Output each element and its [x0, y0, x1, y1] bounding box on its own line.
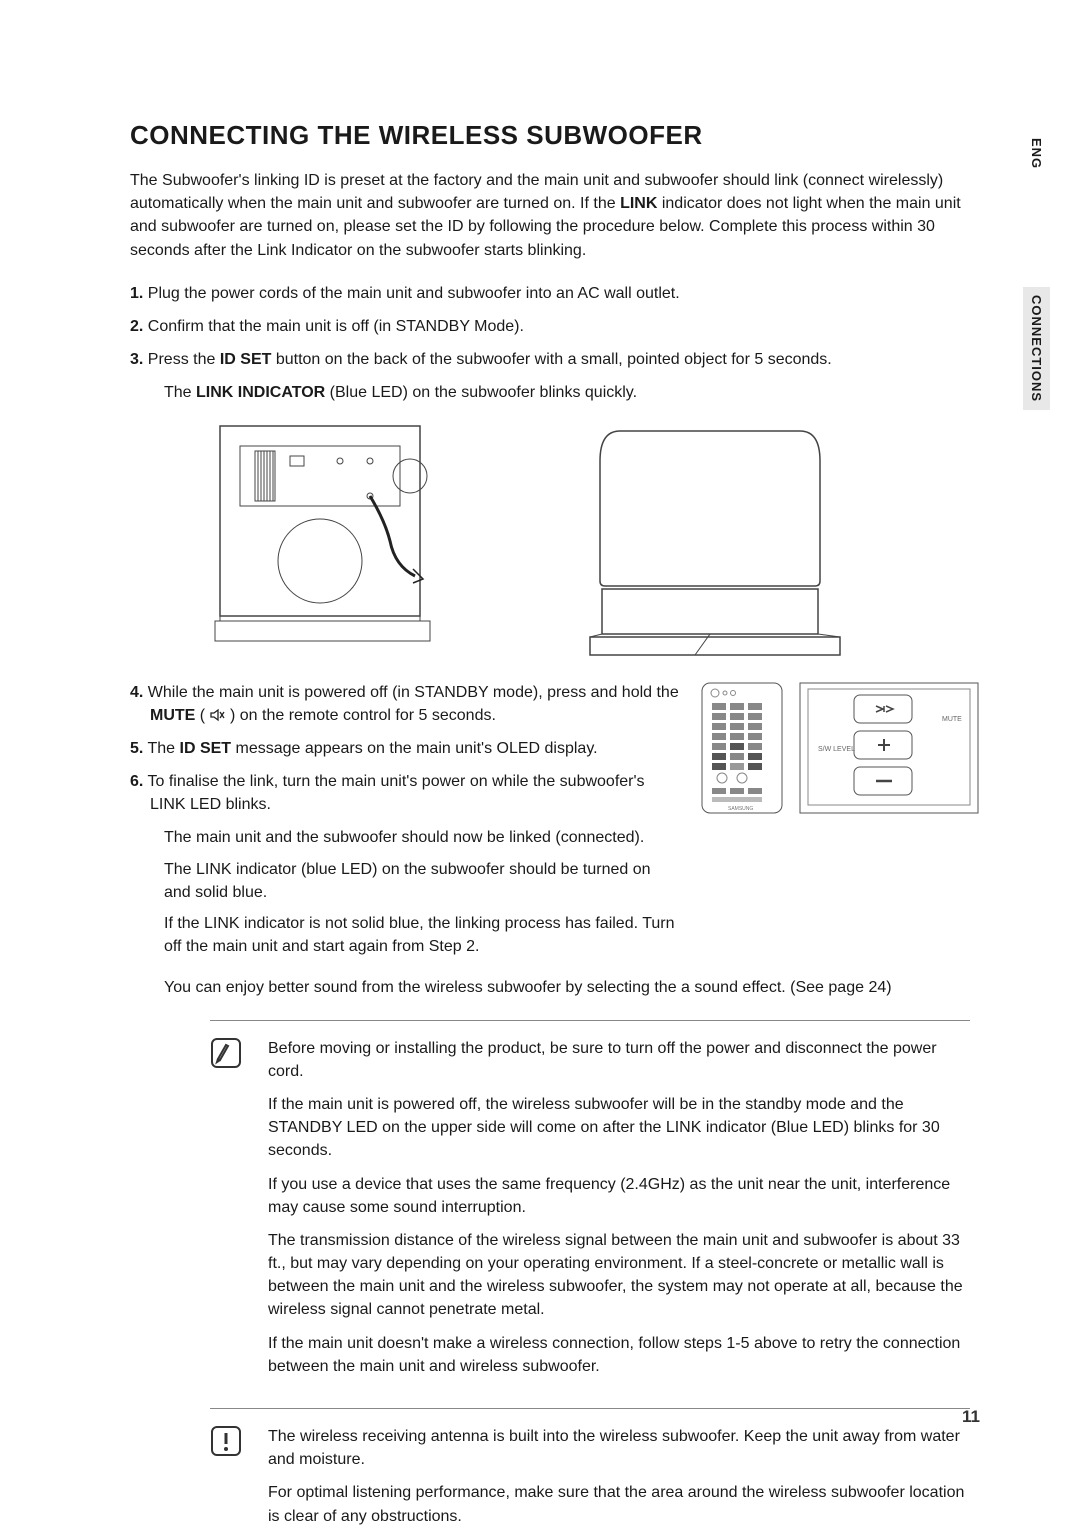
svg-text:S/W LEVEL: S/W LEVEL	[818, 746, 855, 753]
step-6-sub2: The LINK indicator (blue LED) on the sub…	[164, 858, 680, 904]
note1-p5: If the main unit doesn't make a wireless…	[268, 1332, 970, 1378]
remote-figure: SAMSUNG MUTE S/W LEVEL	[700, 681, 980, 821]
note1-p4: The transmission distance of the wireles…	[268, 1229, 970, 1322]
step-6: 6. To finalise the link, turn the main u…	[130, 770, 680, 816]
caution-icon	[210, 1425, 244, 1538]
step-6-sub4: You can enjoy better sound from the wire…	[164, 976, 980, 999]
step-2: 2. Confirm that the main unit is off (in…	[130, 315, 980, 338]
mute-icon	[210, 708, 226, 722]
intro-paragraph: The Subwoofer's linking ID is preset at …	[130, 169, 980, 262]
page-title: CONNECTING THE WIRELESS SUBWOOFER	[130, 120, 980, 151]
note2-p2: For optimal listening performance, make …	[268, 1481, 970, 1527]
step-4: 4. While the main unit is powered off (i…	[130, 681, 680, 727]
note1-p2: If the main unit is powered off, the wir…	[268, 1093, 970, 1163]
note1-p3: If you use a device that uses the same f…	[268, 1173, 970, 1219]
samsung-label: SAMSUNG	[728, 806, 753, 812]
step-5: 5. The ID SET message appears on the mai…	[130, 737, 680, 760]
lang-tab: ENG	[1023, 130, 1050, 177]
step-1: 1. Plug the power cords of the main unit…	[130, 282, 980, 305]
page-number: 11	[962, 1407, 980, 1427]
svg-text:MUTE: MUTE	[942, 716, 962, 723]
note-icon	[210, 1037, 244, 1388]
note2-p1: The wireless receiving antenna is built …	[268, 1425, 970, 1471]
step-3: 3. Press the ID SET button on the back o…	[130, 348, 980, 371]
subwoofer-rear-figure	[210, 421, 470, 651]
subwoofer-front-figure	[580, 421, 860, 661]
note1-p1: Before moving or installing the product,…	[268, 1037, 970, 1083]
section-tab: CONNECTIONS	[1023, 287, 1050, 410]
step-3-sub: The LINK INDICATOR (Blue LED) on the sub…	[164, 381, 980, 404]
step-6-sub3: If the LINK indicator is not solid blue,…	[164, 912, 680, 958]
step-6-sub1: The main unit and the subwoofer should n…	[164, 826, 680, 849]
